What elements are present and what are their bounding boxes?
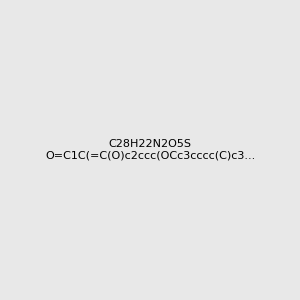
Text: C28H22N2O5S
O=C1C(=C(O)c2ccc(OCc3cccc(C)c3...: C28H22N2O5S O=C1C(=C(O)c2ccc(OCc3cccc(C)… — [45, 139, 255, 161]
